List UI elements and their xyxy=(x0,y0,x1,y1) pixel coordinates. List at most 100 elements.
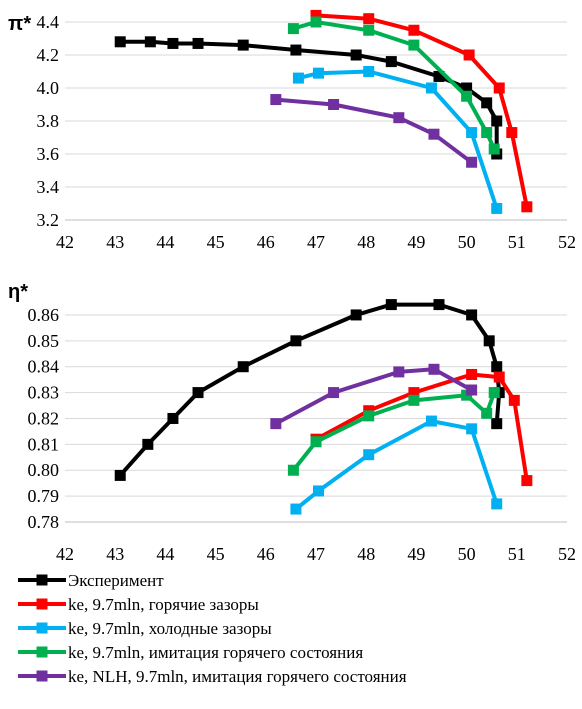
y-tick-label: 0.81 xyxy=(28,434,60,454)
data-point xyxy=(270,94,282,106)
data-point xyxy=(483,335,495,347)
data-point xyxy=(287,464,299,476)
data-point xyxy=(167,37,179,49)
x-tick-label: 46 xyxy=(257,232,275,252)
x-tick-label: 42 xyxy=(56,544,74,564)
x-tick-label: 52 xyxy=(558,544,576,564)
data-point xyxy=(290,503,302,515)
data-point xyxy=(408,39,420,51)
data-point xyxy=(142,438,154,450)
data-point xyxy=(144,36,156,48)
data-point xyxy=(491,498,503,510)
x-tick-label: 44 xyxy=(156,232,174,252)
data-point xyxy=(363,66,375,77)
data-point xyxy=(491,361,503,373)
y-axis-label: π* xyxy=(8,13,31,35)
x-tick-label: 49 xyxy=(407,544,425,564)
data-point xyxy=(313,485,325,497)
x-tick-label: 48 xyxy=(357,232,375,252)
data-point xyxy=(192,37,204,49)
legend-marker xyxy=(36,646,48,658)
data-point xyxy=(328,99,340,110)
legend-marker xyxy=(36,598,48,610)
y-tick-label: 0.79 xyxy=(28,486,60,506)
y-tick-label: 3.4 xyxy=(37,177,60,197)
data-point xyxy=(393,366,405,378)
x-tick-label: 46 xyxy=(257,544,275,564)
data-point xyxy=(461,82,473,94)
series-line xyxy=(291,391,497,472)
series-line xyxy=(275,97,473,164)
y-tick-label: 0.86 xyxy=(28,305,60,325)
data-point xyxy=(292,72,304,84)
data-point xyxy=(350,309,362,321)
data-point xyxy=(466,423,478,435)
data-point xyxy=(310,436,322,448)
data-point xyxy=(408,394,420,406)
data-point xyxy=(491,115,503,127)
data-point xyxy=(167,412,179,424)
data-point xyxy=(488,143,500,155)
data-point xyxy=(488,387,500,399)
y-tick-label: 3.6 xyxy=(37,144,60,164)
x-tick-label: 49 xyxy=(407,232,425,252)
data-point xyxy=(481,97,493,109)
data-point xyxy=(461,90,473,102)
data-point xyxy=(350,49,362,61)
data-point xyxy=(491,202,503,214)
data-point xyxy=(363,449,375,461)
x-tick-label: 51 xyxy=(508,232,526,252)
data-point xyxy=(114,36,126,48)
legend-label: ke, NLH, 9.7mln, имитация горячего состо… xyxy=(68,667,407,686)
data-point xyxy=(508,394,520,406)
y-tick-label: 0.85 xyxy=(28,331,60,351)
data-point xyxy=(466,384,478,396)
data-point xyxy=(506,127,518,139)
data-point xyxy=(493,371,505,383)
y-tick-label: 0.80 xyxy=(28,460,60,480)
data-point xyxy=(425,415,437,427)
x-tick-label: 42 xyxy=(56,232,74,252)
data-point xyxy=(363,410,375,422)
y-tick-label: 0.78 xyxy=(28,512,60,532)
legend-label: ke, 9.7mln, холодные зазоры xyxy=(68,619,272,638)
data-point xyxy=(466,127,478,139)
legend-label: ke, 9.7mln, горячие зазоры xyxy=(68,595,259,614)
x-tick-label: 48 xyxy=(357,544,375,564)
data-point xyxy=(408,24,420,36)
legend-marker xyxy=(36,622,48,634)
y-tick-label: 4.4 xyxy=(37,12,60,32)
x-tick-label: 50 xyxy=(458,544,476,564)
data-point xyxy=(363,24,375,36)
data-point xyxy=(385,56,397,68)
data-point xyxy=(466,156,478,168)
x-tick-label: 50 xyxy=(458,232,476,252)
data-point xyxy=(408,387,420,399)
data-point xyxy=(463,49,475,61)
x-tick-label: 45 xyxy=(207,544,225,564)
data-point xyxy=(290,335,302,347)
data-point xyxy=(433,299,445,311)
legend: Эксперимент ke, 9.7mln, горячие зазоры ke,… xyxy=(18,571,407,686)
data-point xyxy=(287,23,299,35)
data-point xyxy=(114,469,126,481)
data-point xyxy=(313,67,325,79)
legend-marker xyxy=(36,574,48,586)
x-tick-label: 44 xyxy=(156,544,174,564)
data-point xyxy=(521,475,533,487)
y-tick-label: 0.83 xyxy=(28,383,60,403)
x-tick-label: 43 xyxy=(106,232,124,252)
data-point xyxy=(363,13,375,25)
data-point xyxy=(428,128,440,140)
data-point xyxy=(192,387,204,399)
x-tick-label: 51 xyxy=(508,544,526,564)
data-point xyxy=(425,82,437,94)
data-point xyxy=(433,70,445,82)
legend-marker xyxy=(36,670,48,682)
data-point xyxy=(521,201,533,213)
data-point xyxy=(310,16,322,28)
data-point xyxy=(237,39,249,51)
data-point xyxy=(270,418,282,430)
